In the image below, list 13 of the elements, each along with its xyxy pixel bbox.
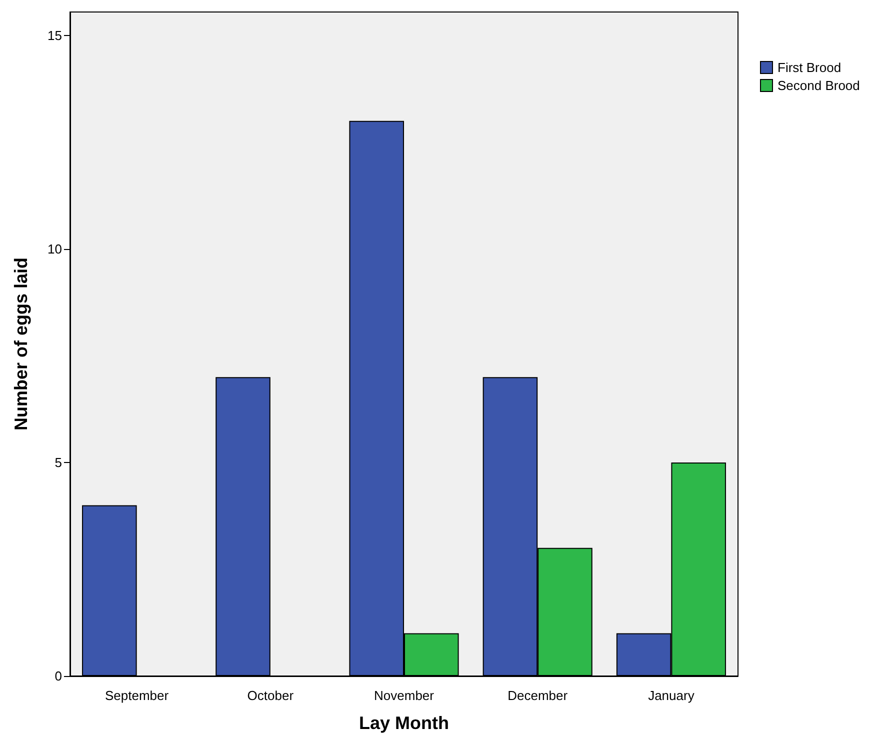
legend-label: Second Brood <box>778 78 860 93</box>
y-tick-label: 0 <box>54 668 62 684</box>
y-tick-label: 5 <box>54 454 62 470</box>
x-axis-title: Lay Month <box>359 713 449 733</box>
y-tick-label: 15 <box>48 28 62 43</box>
x-tick-label: September <box>105 688 170 703</box>
legend-label: First Brood <box>778 60 842 75</box>
x-tick-label: November <box>374 688 435 703</box>
x-tick-label: December <box>508 688 568 703</box>
y-tick-label: 10 <box>48 241 62 256</box>
y-axis-title: Number of eggs laid <box>11 257 31 431</box>
x-tick-label: January <box>648 688 695 703</box>
x-tick-label: October <box>247 688 294 703</box>
